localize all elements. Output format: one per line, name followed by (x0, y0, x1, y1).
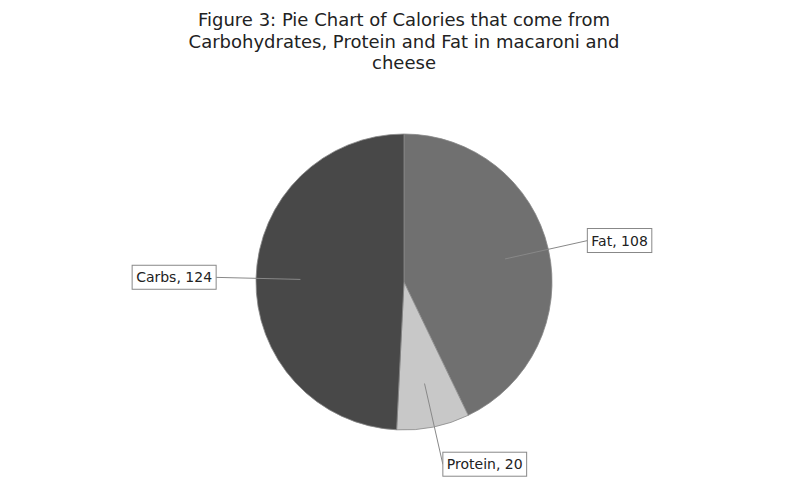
title: Figure 3: Pie Chart of Calories that com… (189, 9, 620, 73)
title-line: Carbohydrates, Protein and Fat in macaro… (189, 31, 620, 52)
slice (256, 134, 404, 430)
data-label: Fat, 108 (591, 233, 647, 249)
label-box (443, 452, 527, 476)
leader-line (425, 384, 443, 465)
leader-line (505, 241, 587, 259)
label-box (132, 265, 216, 289)
data-label: Protein, 20 (447, 456, 523, 472)
leader-line (216, 277, 300, 279)
label-box (587, 229, 651, 253)
title-line: Figure 3: Pie Chart of Calories that com… (198, 9, 610, 30)
chart: Figure 3: Pie Chart of Calories that com… (0, 0, 808, 499)
labels: Fat, 108 Protein, 20 Carbs, 124 (132, 229, 652, 477)
slice (397, 282, 469, 430)
pie (256, 134, 552, 430)
data-label: Carbs, 124 (136, 269, 212, 285)
title-line: cheese (372, 52, 436, 73)
